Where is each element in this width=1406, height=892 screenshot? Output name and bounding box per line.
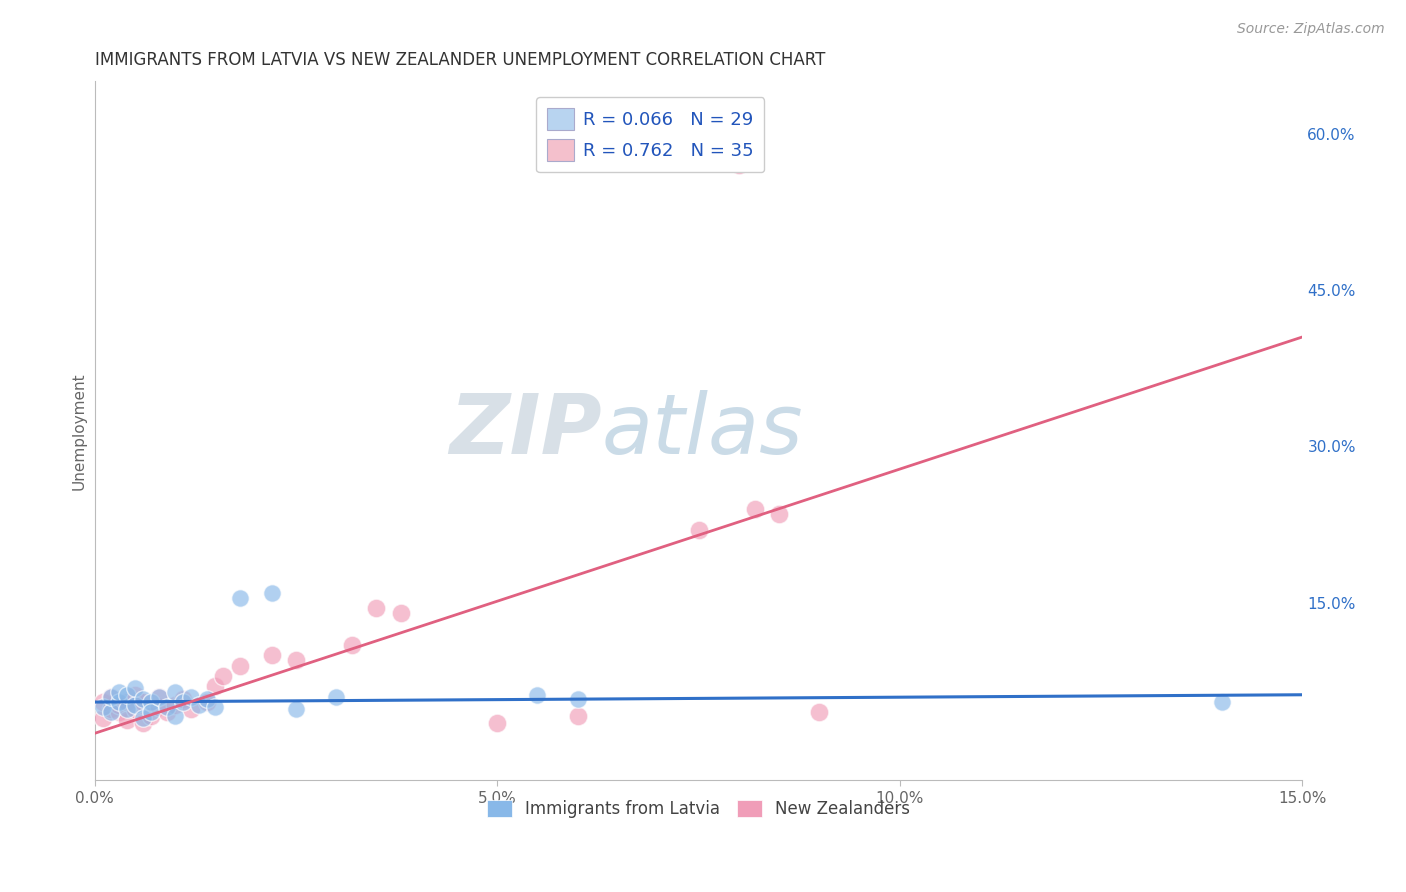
Point bbox=[688, 523, 710, 537]
Point bbox=[228, 591, 250, 605]
Text: atlas: atlas bbox=[602, 391, 803, 471]
Point bbox=[808, 706, 831, 720]
Point bbox=[768, 508, 790, 522]
Point bbox=[727, 158, 749, 172]
Text: ZIP: ZIP bbox=[450, 391, 602, 471]
Point bbox=[212, 669, 235, 683]
Point bbox=[100, 706, 122, 720]
Point bbox=[228, 658, 250, 673]
Point bbox=[107, 698, 129, 713]
Point bbox=[172, 692, 194, 706]
Point bbox=[115, 713, 138, 727]
Point bbox=[165, 698, 187, 713]
Point bbox=[567, 708, 589, 723]
Point bbox=[132, 711, 155, 725]
Point bbox=[165, 684, 187, 698]
Point bbox=[148, 690, 170, 704]
Text: IMMIGRANTS FROM LATVIA VS NEW ZEALANDER UNEMPLOYMENT CORRELATION CHART: IMMIGRANTS FROM LATVIA VS NEW ZEALANDER … bbox=[94, 51, 825, 69]
Point bbox=[100, 702, 122, 716]
Point bbox=[91, 700, 114, 714]
Point bbox=[115, 702, 138, 716]
Point bbox=[107, 695, 129, 709]
Text: Source: ZipAtlas.com: Source: ZipAtlas.com bbox=[1237, 22, 1385, 37]
Legend: Immigrants from Latvia, New Zealanders: Immigrants from Latvia, New Zealanders bbox=[481, 793, 917, 824]
Point bbox=[342, 638, 364, 652]
Point bbox=[204, 680, 226, 694]
Point bbox=[139, 706, 162, 720]
Point bbox=[156, 700, 179, 714]
Point bbox=[195, 695, 218, 709]
Point bbox=[325, 690, 347, 704]
Point bbox=[124, 681, 146, 696]
Point bbox=[139, 695, 162, 709]
Point bbox=[180, 690, 202, 704]
Point bbox=[180, 702, 202, 716]
Point bbox=[567, 692, 589, 706]
Point bbox=[124, 702, 146, 716]
Point bbox=[115, 688, 138, 702]
Point bbox=[260, 585, 283, 599]
Point bbox=[366, 601, 388, 615]
Point bbox=[124, 688, 146, 702]
Point bbox=[188, 698, 211, 713]
Point bbox=[91, 711, 114, 725]
Point bbox=[1211, 695, 1233, 709]
Point bbox=[107, 706, 129, 720]
Point bbox=[156, 706, 179, 720]
Point bbox=[91, 695, 114, 709]
Point bbox=[195, 692, 218, 706]
Point bbox=[115, 695, 138, 709]
Point bbox=[148, 700, 170, 714]
Point bbox=[744, 502, 766, 516]
Point bbox=[284, 653, 307, 667]
Point bbox=[486, 715, 509, 730]
Point bbox=[139, 708, 162, 723]
Point bbox=[132, 695, 155, 709]
Point bbox=[260, 648, 283, 662]
Point bbox=[100, 690, 122, 704]
Point bbox=[124, 698, 146, 713]
Point bbox=[526, 688, 548, 702]
Point bbox=[204, 700, 226, 714]
Point bbox=[165, 708, 187, 723]
Point bbox=[132, 692, 155, 706]
Point bbox=[389, 607, 412, 621]
Point bbox=[284, 702, 307, 716]
Point bbox=[107, 684, 129, 698]
Point bbox=[100, 690, 122, 704]
Point bbox=[132, 715, 155, 730]
Point bbox=[172, 695, 194, 709]
Point bbox=[148, 690, 170, 704]
Y-axis label: Unemployment: Unemployment bbox=[72, 372, 86, 490]
